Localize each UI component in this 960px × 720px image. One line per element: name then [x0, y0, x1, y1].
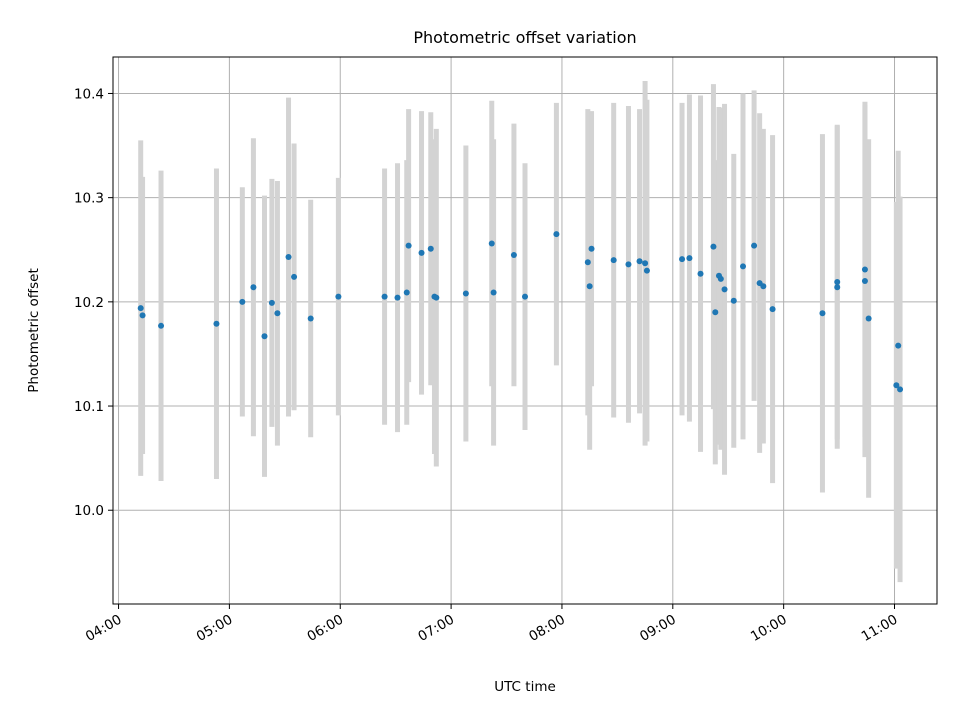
data-point [381, 293, 388, 300]
data-point [394, 294, 401, 301]
data-point [139, 312, 146, 319]
data-point [697, 270, 704, 277]
y-axis-ticks: 10.0 10.1 10.2 10.3 10.4 [74, 86, 113, 519]
data-point [462, 290, 469, 297]
data-point [686, 255, 693, 262]
data-point [137, 305, 144, 312]
y-tick-label: 10.1 [74, 399, 104, 415]
data-point [522, 293, 528, 300]
data-point [588, 245, 595, 252]
data-point [261, 333, 268, 340]
data-point [710, 243, 717, 250]
data-point [760, 283, 767, 290]
plot-frame [112, 56, 938, 605]
data-point [158, 322, 165, 329]
data-point [893, 382, 900, 389]
data-point [584, 259, 591, 266]
data-point [335, 293, 342, 300]
y-tick-label: 10.0 [74, 503, 104, 519]
y-axis-label: Photometric offset [26, 268, 42, 392]
data-point [490, 289, 497, 296]
chart-title: Photometric offset variation [413, 28, 636, 47]
data-point [274, 310, 281, 317]
data-point [291, 273, 298, 280]
data-point [285, 254, 292, 261]
data-point [897, 386, 904, 393]
data-point [819, 310, 826, 317]
data-point [769, 306, 776, 313]
data-point [643, 267, 650, 274]
x-gridlines [118, 57, 896, 604]
data-point [895, 342, 902, 349]
data-point [679, 256, 686, 263]
data-point [610, 257, 617, 264]
data-point [625, 261, 632, 268]
data-point [510, 251, 517, 258]
data-point [717, 275, 724, 282]
data-point [586, 283, 593, 290]
data-point [553, 231, 560, 238]
x-axis-label: UTC time [494, 679, 556, 695]
data-point [642, 260, 649, 267]
y-tick-label: 10.2 [74, 295, 104, 311]
y-tick-label: 10.3 [74, 191, 104, 207]
data-point [740, 263, 747, 270]
data-point [834, 284, 841, 291]
data-point [307, 315, 314, 322]
data-point [865, 315, 872, 322]
data-point [730, 297, 737, 304]
data-point [751, 242, 758, 249]
data-point [239, 298, 246, 305]
data-point [427, 245, 434, 252]
data-point [861, 278, 868, 285]
data-point [433, 294, 440, 301]
data-points [137, 231, 904, 393]
data-point [268, 299, 275, 306]
data-point [405, 242, 412, 249]
data-point [721, 286, 728, 293]
data-point [712, 309, 719, 316]
data-point [636, 258, 643, 265]
data-point [834, 279, 841, 286]
data-point [250, 284, 257, 291]
data-point [488, 240, 495, 247]
data-point [213, 320, 220, 327]
data-point [418, 249, 425, 256]
data-point [403, 289, 410, 296]
y-tick-label: 10.4 [74, 86, 104, 102]
data-point [861, 266, 868, 273]
